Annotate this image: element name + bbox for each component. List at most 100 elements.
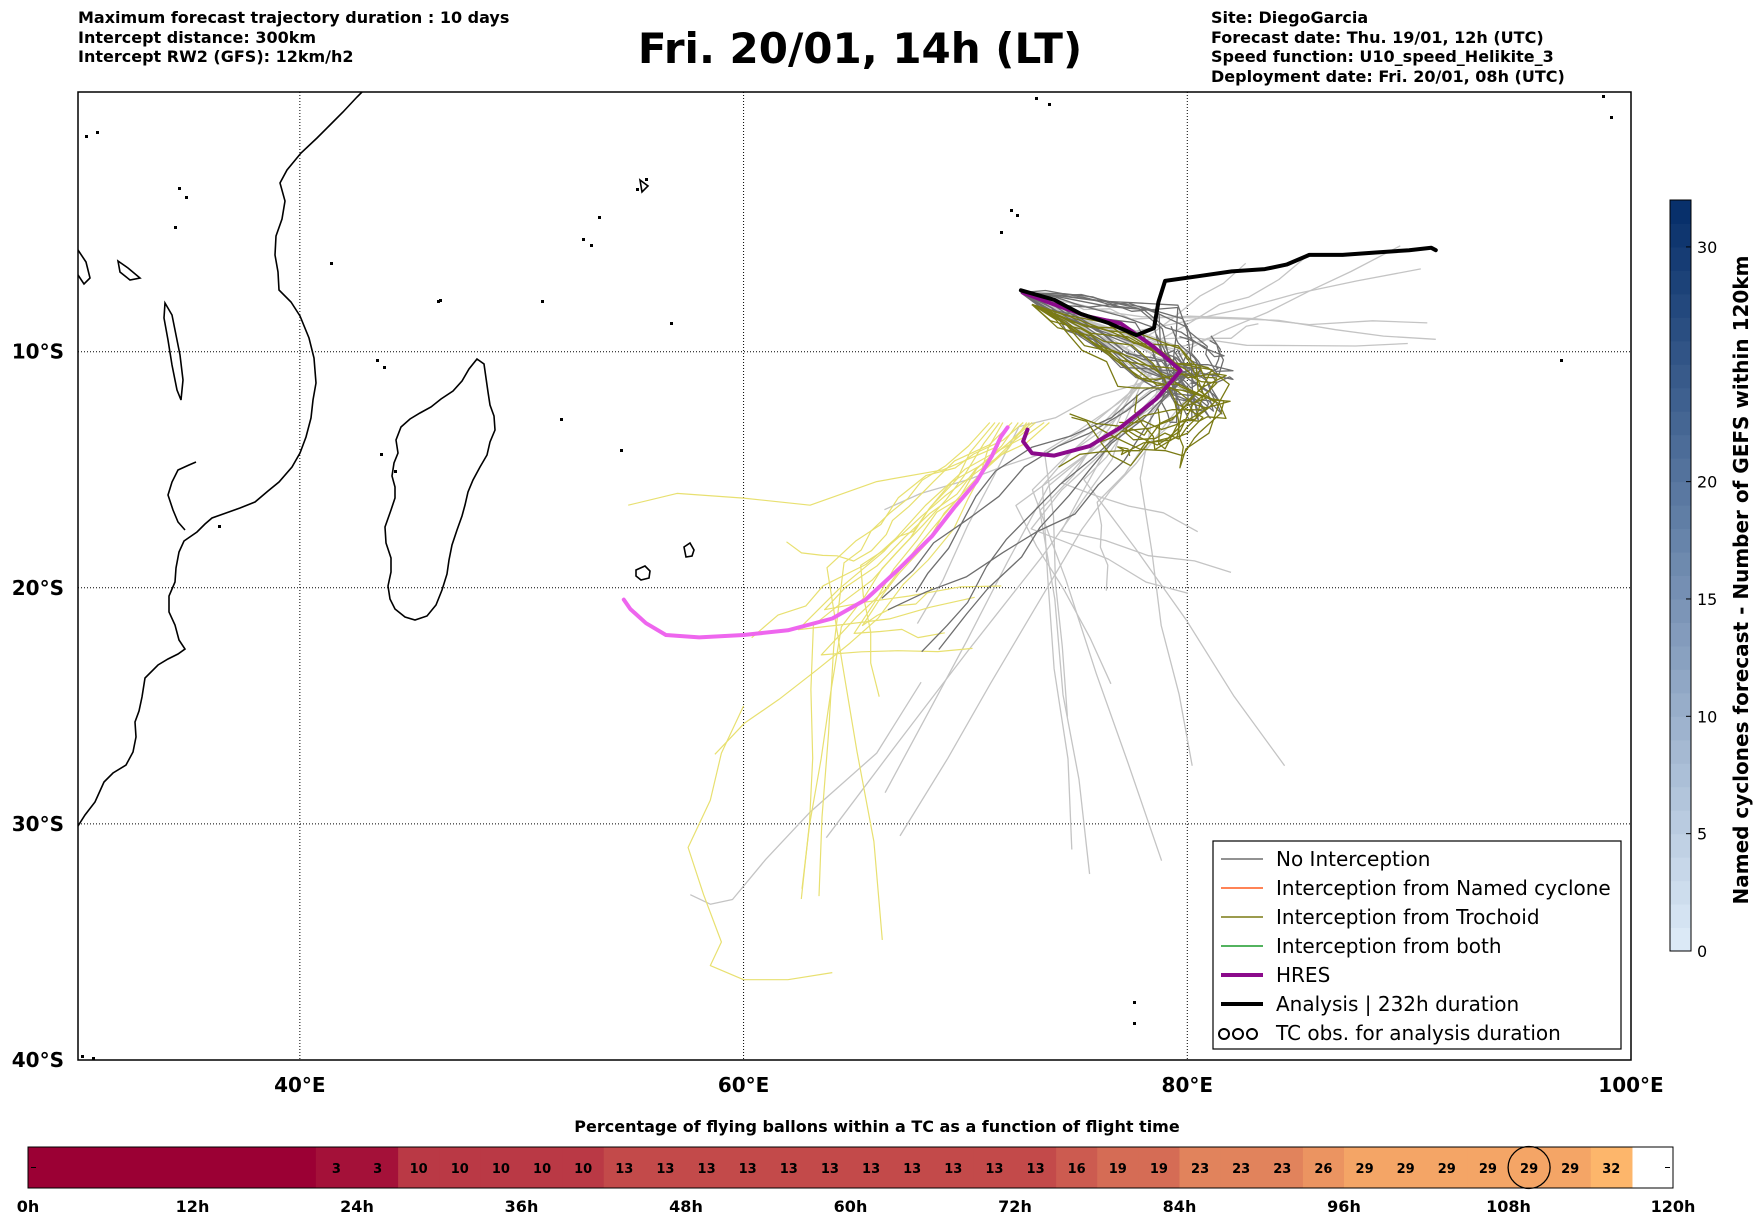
ensemble-track (915, 374, 1188, 593)
colorbar-tick-label: 30 (1697, 238, 1717, 257)
small-island (1010, 209, 1013, 212)
colorbar-step (1670, 458, 1691, 483)
bar-cell (233, 1147, 276, 1188)
bar-cell-value: 29 (1438, 1162, 1456, 1177)
site-text: Site: DiegoGarcia (1211, 8, 1369, 27)
legend-label: Interception from Named cyclone (1276, 876, 1611, 900)
legend: No Interception Interception from Named c… (1212, 840, 1622, 1050)
colorbar-step (1670, 669, 1691, 694)
bar-cell-value: 23 (1232, 1162, 1250, 1177)
colorbar-step (1670, 692, 1691, 717)
bar-cell-value: 32 (1602, 1162, 1620, 1177)
ensemble-track (1020, 292, 1187, 373)
colorbar-step (1670, 857, 1691, 882)
colorbar-step (1670, 833, 1691, 858)
small-island (92, 1057, 95, 1060)
bar-cell-value: 13 (985, 1162, 1003, 1177)
bar-cell-value: 23 (1273, 1162, 1291, 1177)
small-island (590, 244, 593, 247)
bar-cell-value: 29 (1356, 1162, 1374, 1177)
bar-cell-value: 26 (1314, 1162, 1332, 1177)
ensemble-track (1020, 289, 1225, 358)
colorbar-step (1670, 763, 1691, 788)
islands (81, 95, 1613, 1060)
colorbar-step (1670, 645, 1691, 670)
ensemble-track (820, 422, 1019, 656)
bar-title: Percentage of flying ballons within a TC… (574, 1117, 1180, 1136)
bar-cell (562, 1147, 605, 1188)
bar-cell-value: 13 (862, 1162, 880, 1177)
ensemble-track (884, 292, 1189, 511)
bar-cell (727, 1147, 769, 1188)
bar-cell (891, 1147, 934, 1188)
ensemble-track (938, 374, 1188, 650)
bar-cell (1179, 1147, 1222, 1188)
bar-cell-value: 10 (574, 1162, 592, 1177)
bar-hour-label: 36h (505, 1197, 539, 1216)
bar-cell-value: 10 (533, 1162, 551, 1177)
lake-2 (116, 259, 142, 281)
ensemble-track (797, 422, 1045, 631)
ensemble-track (826, 422, 1024, 940)
ensemble-track (1031, 303, 1230, 469)
small-island (1560, 359, 1563, 362)
small-island (174, 226, 177, 229)
ensemble-track (1020, 262, 1247, 349)
tc-obs-icon (1232, 1028, 1244, 1040)
colorbar-step (1670, 927, 1691, 952)
bar-cell-value: 10 (410, 1162, 428, 1177)
mozambique-channel-coast (167, 461, 197, 531)
colorbar-step (1670, 505, 1691, 530)
small-island (330, 262, 333, 265)
bar-cell-value: 13 (821, 1162, 839, 1177)
ensemble-track (1031, 303, 1218, 446)
map-frame (77, 91, 1632, 1061)
colorbar-step (1670, 270, 1691, 295)
ensemble-track (1020, 292, 1211, 419)
bar-cell (1261, 1147, 1304, 1188)
small-island (560, 418, 563, 421)
bar-cell (850, 1147, 893, 1188)
bar-cell-value: 13 (739, 1162, 757, 1177)
colorbar-step (1670, 904, 1691, 929)
small-island (1000, 231, 1003, 234)
ensemble-track (800, 422, 1033, 900)
ensemble-track (690, 681, 922, 905)
colorbar-step (1670, 598, 1691, 623)
small-island (541, 300, 544, 303)
deployment-date-text: Deployment date: Fri. 20/01, 08h (UTC) (1211, 66, 1565, 86)
socotra-coast (638, 178, 650, 194)
small-island (81, 1055, 84, 1058)
bar-cell-value: 13 (944, 1162, 962, 1177)
small-island (645, 178, 648, 181)
small-island (380, 453, 383, 456)
bar-cell (603, 1147, 646, 1188)
small-island (1035, 97, 1038, 100)
colorbar-tick-label: 5 (1697, 825, 1707, 844)
small-island (636, 188, 639, 191)
colorbar-step (1670, 364, 1691, 389)
header-left-info: Maximum forecast trajectory duration : 1… (78, 8, 509, 67)
small-island (439, 299, 442, 302)
ensemble-track (1020, 292, 1166, 850)
bar-highlight-circle (1507, 1145, 1551, 1190)
tc-obs-icon (1218, 1028, 1230, 1040)
small-island (218, 525, 221, 528)
bar-cell-value: 29 (1479, 1162, 1497, 1177)
bar-cell-value: 3 (332, 1162, 341, 1177)
bar-cell-value: 23 (1191, 1162, 1209, 1177)
bar-cell (69, 1147, 111, 1188)
colorbar-step (1670, 880, 1691, 905)
forecast-date-text: Forecast date: Thu. 19/01, 12h (UTC) (1211, 27, 1544, 47)
colorbar-tick-label: 15 (1697, 590, 1717, 609)
bar-cell (1590, 1147, 1633, 1188)
ensemble-track (1020, 292, 1221, 403)
small-island (1133, 1001, 1136, 1004)
ensemble-track (818, 422, 991, 897)
grid-lines (78, 92, 1631, 1060)
legend-label: HRES (1276, 963, 1330, 987)
small-island (383, 366, 386, 369)
bar-cell-value: 10 (451, 1162, 469, 1177)
percentage-bar: 3 3 10 10 10 10 10 13 13 13 13 13 13 13 13 13 13 13 16 19 19… (17, 1145, 1695, 1216)
mauritius-coast (683, 541, 695, 558)
